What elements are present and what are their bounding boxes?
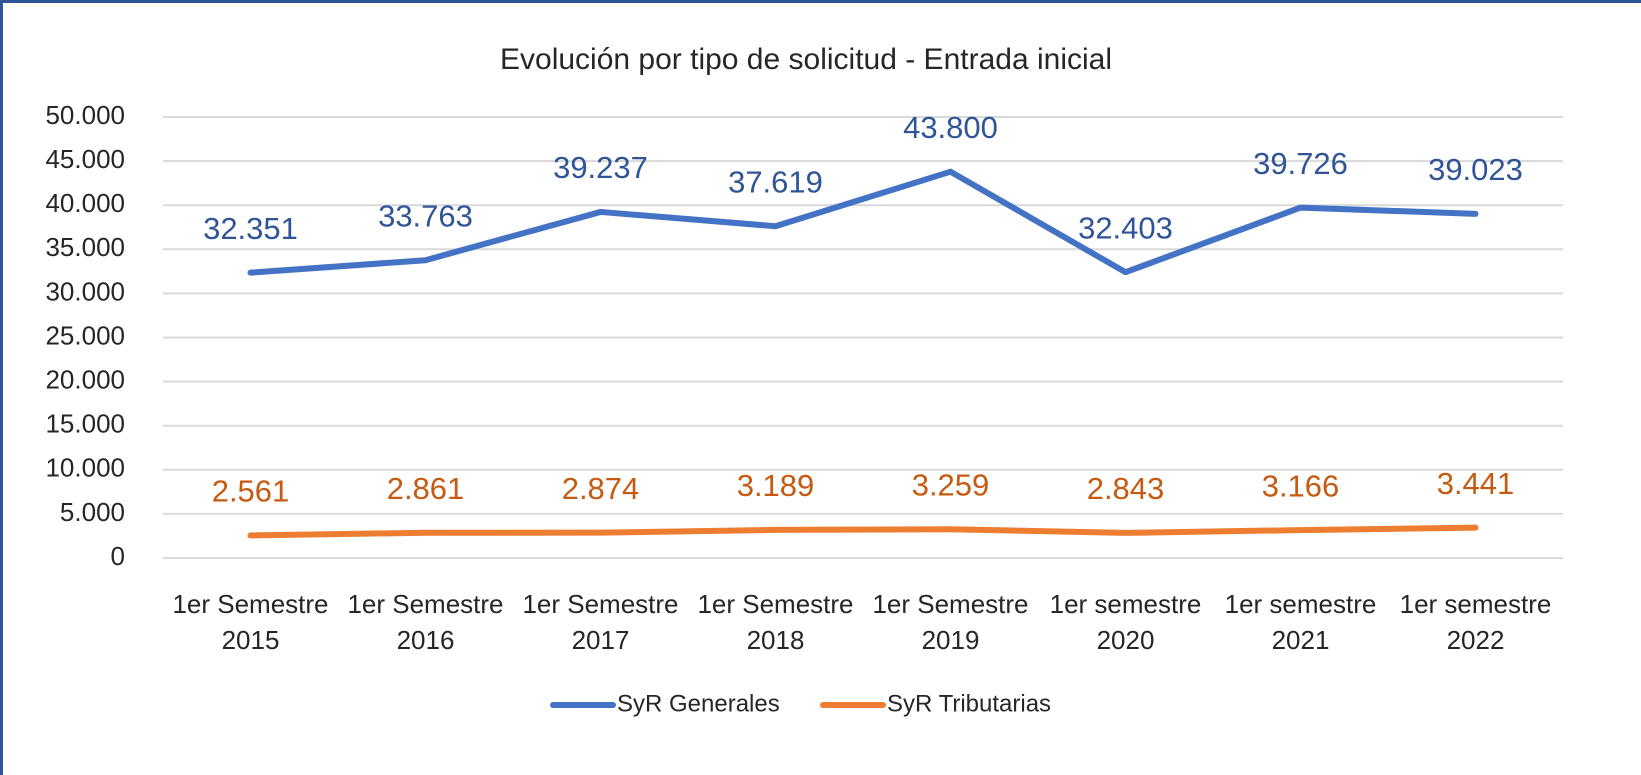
data-label: 2.874 [562, 471, 640, 506]
y-tick-label: 10.000 [45, 453, 125, 483]
x-tick-label: 1er Semestre 2019 [872, 589, 1029, 655]
data-label: 39.237 [553, 150, 648, 185]
data-label: 3.441 [1437, 466, 1515, 501]
x-tick-label: 1er Semestre 2015 [172, 589, 329, 655]
y-tick-label: 30.000 [45, 276, 125, 306]
data-label: 3.166 [1262, 468, 1340, 503]
legend-label: SyR Generales [617, 690, 780, 717]
line-series [247, 524, 1479, 539]
x-tick-label: 1er semestre 2022 [1399, 589, 1552, 655]
y-tick-label: 20.000 [45, 364, 125, 394]
data-label: 3.259 [912, 467, 990, 502]
data-label: 39.023 [1428, 152, 1523, 187]
x-tick-label: 1er semestre 2021 [1224, 589, 1377, 655]
y-tick-label: 15.000 [45, 409, 125, 439]
x-tick-label: 1er Semestre 2017 [522, 589, 679, 655]
chart-title: Evolución por tipo de solicitud - Entrad… [500, 43, 1112, 76]
y-tick-label: 35.000 [45, 232, 125, 262]
y-tick-label: 0 [111, 541, 125, 571]
data-label: 2.861 [387, 471, 465, 506]
y-tick-label: 5.000 [60, 497, 125, 527]
data-label: 32.351 [203, 211, 298, 246]
data-label: 3.189 [737, 468, 815, 503]
y-tick-label: 40.000 [45, 188, 125, 218]
x-tick-label: 1er Semestre 2018 [697, 589, 854, 655]
chart: Evolución por tipo de solicitud - Entrad… [45, 43, 1563, 717]
line-series [247, 168, 1479, 276]
legend-label: SyR Tributarias [887, 690, 1051, 717]
data-label: 2.843 [1087, 471, 1165, 506]
data-label: 2.561 [212, 474, 290, 509]
x-tick-label: 1er Semestre 2016 [347, 589, 504, 655]
y-tick-label: 50.000 [45, 100, 125, 130]
data-label: 37.619 [728, 164, 823, 199]
data-label: 39.726 [1253, 146, 1348, 181]
x-tick-label: 1er semestre 2020 [1049, 589, 1202, 655]
y-tick-label: 45.000 [45, 144, 125, 174]
data-label: 33.763 [378, 198, 473, 233]
data-label: 32.403 [1078, 210, 1173, 245]
y-tick-label: 25.000 [45, 320, 125, 350]
data-label: 43.800 [903, 110, 998, 145]
